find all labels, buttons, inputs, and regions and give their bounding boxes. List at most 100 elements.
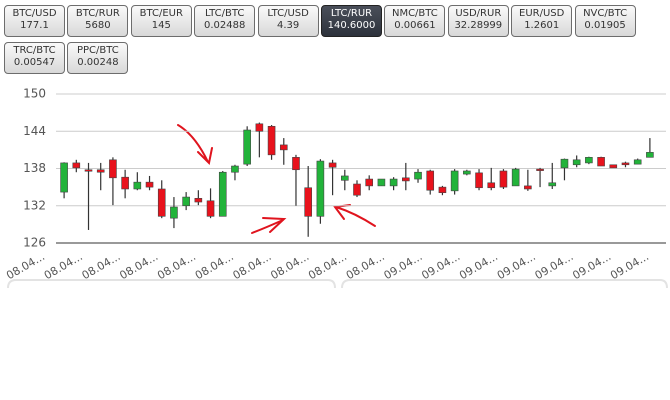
candle-body <box>72 162 81 169</box>
arrow <box>333 204 376 227</box>
candle-body <box>377 178 386 187</box>
ticker-button[interactable]: USD/RUR 32.28999 <box>447 5 509 37</box>
panel-edge <box>7 279 336 289</box>
candle-body <box>243 129 251 165</box>
candle-body <box>328 162 337 168</box>
ticker-pair: TRC/BTC <box>13 45 56 56</box>
candle-body <box>524 185 532 190</box>
ticker-price: 5680 <box>85 20 111 31</box>
x-tick-label: 08.04... <box>231 250 274 282</box>
ticker-pair: LTC/RUR <box>330 8 373 19</box>
x-tick-label: 09.04... <box>608 250 651 282</box>
ticker-price: 32.28999 <box>454 20 503 31</box>
ticker-button[interactable]: PPC/BTC 0.00248 <box>67 42 129 74</box>
candle-body <box>426 170 435 191</box>
ticker-pair: NMC/BTC <box>391 8 438 19</box>
candle-body <box>597 157 605 167</box>
candle-body <box>621 162 630 166</box>
ticker-button[interactable]: NMC/BTC 0.00661 <box>384 5 446 37</box>
candle-body <box>585 157 593 164</box>
candle-body <box>499 170 508 188</box>
y-tick-label: 150 <box>23 87 46 101</box>
candle-body <box>145 181 154 188</box>
ticker-button[interactable]: NVC/BTC 0.01905 <box>574 5 636 37</box>
candle-body <box>548 182 557 187</box>
y-tick-label: 132 <box>23 198 46 212</box>
x-tick-label: 08.04... <box>268 250 311 282</box>
x-tick-label: 09.04... <box>457 250 500 282</box>
ticker-pair: BTC/USD <box>12 8 57 19</box>
candle-body <box>609 164 618 169</box>
ticker-price: 0.01905 <box>584 20 626 31</box>
candle-body <box>463 170 471 175</box>
candle-body <box>157 188 166 217</box>
ticker-pair: BTC/EUR <box>139 8 183 19</box>
candle-body <box>475 172 483 189</box>
candle-body <box>109 159 117 179</box>
x-tick-label: 08.04... <box>306 250 349 282</box>
candle-body <box>450 170 459 192</box>
x-tick-label: 08.04... <box>80 250 123 282</box>
candle-body <box>133 181 142 190</box>
candle-body <box>511 168 520 187</box>
x-tick-label: 08.04... <box>117 250 160 282</box>
ticker-pair: LTC/USD <box>267 8 309 19</box>
ticker-price: 4.39 <box>276 20 300 31</box>
y-tick-label: 144 <box>23 124 46 138</box>
x-tick-label: 09.04... <box>419 250 462 282</box>
ticker-button[interactable]: BTC/USD 177.1 <box>4 5 65 37</box>
candle-body <box>633 159 642 165</box>
ticker-button[interactable]: LTC/USD 4.39 <box>257 5 319 37</box>
candle-body <box>487 182 496 189</box>
ticker-pair: BTC/RUR <box>75 8 120 19</box>
candle-body <box>438 186 447 194</box>
candle-body <box>194 198 203 203</box>
ticker-price: 177.1 <box>20 20 49 31</box>
candle-body <box>121 176 129 190</box>
ticker-price: 0.00547 <box>13 57 56 68</box>
x-tick-label: 09.04... <box>533 250 576 282</box>
candle-body <box>572 159 581 166</box>
candle-body <box>536 168 544 171</box>
candle-body <box>170 206 178 219</box>
candle-body <box>414 171 422 180</box>
ticker-pair: PPC/BTC <box>77 45 119 56</box>
x-tick-label: 08.04... <box>193 250 236 282</box>
ticker-price: 1.2601 <box>524 20 560 31</box>
ticker-button[interactable]: TRC/BTC 0.00547 <box>4 42 65 74</box>
candle-body <box>292 157 300 171</box>
candle-body <box>316 160 325 217</box>
x-tick-label: 09.04... <box>495 250 538 282</box>
y-tick-label: 126 <box>23 236 46 250</box>
candle-body <box>206 200 215 217</box>
arrow <box>177 124 213 166</box>
x-tick-label: 09.04... <box>570 250 613 282</box>
ticker-button[interactable]: LTC/BTC 0.02488 <box>194 5 256 37</box>
candle-body <box>646 152 654 158</box>
ticker-pair: LTC/BTC <box>204 8 245 19</box>
x-tick-label: 08.04... <box>42 250 85 282</box>
panel-edge <box>341 279 668 289</box>
arrow <box>251 217 287 234</box>
candle-body <box>96 169 105 173</box>
ticker-price: 140.6000 <box>327 20 376 31</box>
ticker-button[interactable]: LTC/RUR 140.6000 <box>321 5 382 37</box>
candle-body <box>60 162 68 193</box>
ticker-button[interactable]: EUR/USD 1.2601 <box>511 5 573 37</box>
ticker-button[interactable]: BTC/EUR 145 <box>130 5 192 37</box>
ticker-button[interactable]: BTC/RUR 5680 <box>67 5 129 37</box>
x-tick-label: 09.04... <box>382 250 425 282</box>
candle-body <box>182 196 190 207</box>
candle-body <box>402 177 410 182</box>
candle-body <box>267 125 276 156</box>
candle-body <box>279 144 288 151</box>
ticker-pair: NVC/BTC <box>583 8 628 19</box>
candle-body <box>560 158 569 169</box>
x-tick-label: 08.04... <box>4 250 47 282</box>
candle-body <box>304 187 312 217</box>
ticker-pair: USD/RUR <box>455 8 502 19</box>
ticker-price: 0.02488 <box>204 20 246 31</box>
ticker-price: 0.00661 <box>394 20 436 31</box>
